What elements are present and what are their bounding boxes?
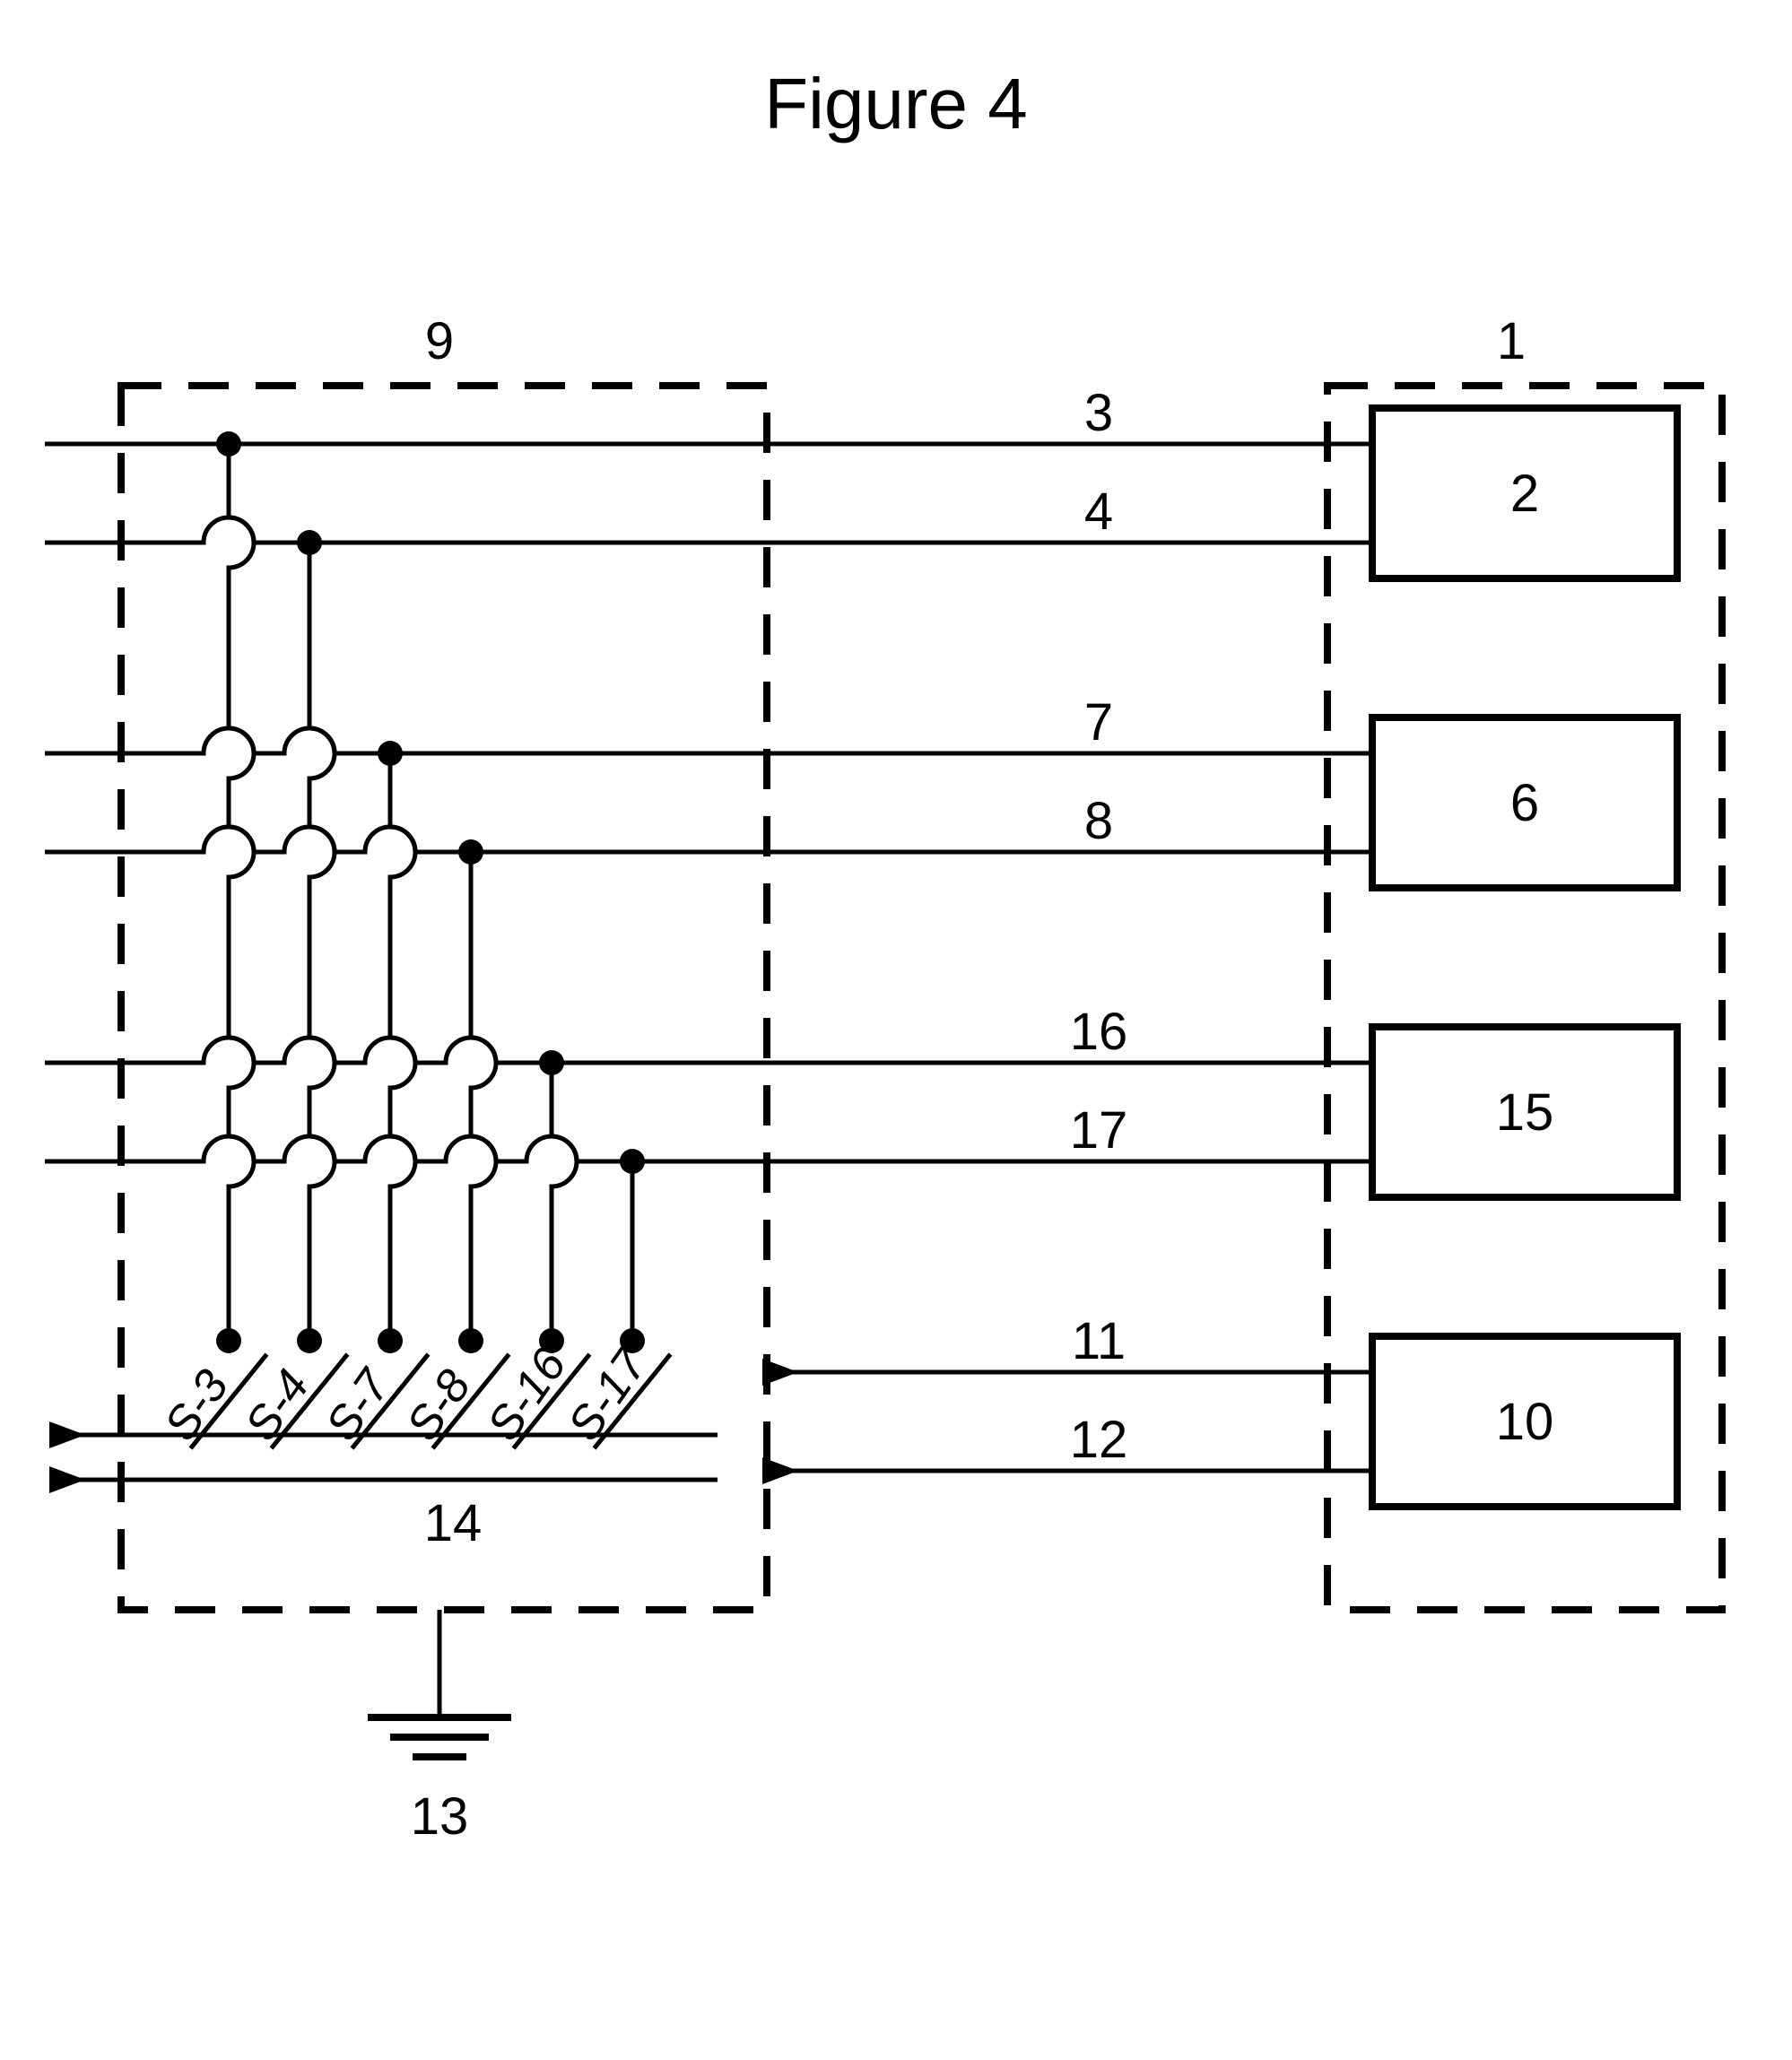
circuit-diagram: 9126151034781617S-3S-4S-7S-8S-16S-171411…	[0, 269, 1792, 2060]
block-label: 15	[1496, 1083, 1554, 1142]
wire-label: 7	[1084, 693, 1113, 752]
vertical-drop	[552, 1063, 577, 1341]
vertical-drop	[309, 543, 335, 1341]
bus-label: 14	[424, 1494, 483, 1552]
switch-top-dot	[458, 1328, 483, 1353]
signal-label: 12	[1070, 1411, 1128, 1469]
block-label: 6	[1510, 774, 1539, 832]
wire-label: 4	[1084, 482, 1113, 541]
signal-label: 11	[1072, 1312, 1126, 1370]
wire-label: 17	[1070, 1101, 1128, 1160]
wire-label: 16	[1070, 1003, 1128, 1061]
wire-label: 3	[1084, 384, 1113, 442]
wire-7	[45, 728, 1372, 753]
vertical-drop	[471, 852, 496, 1341]
wire-8	[45, 827, 1372, 852]
wire-4	[45, 517, 1372, 543]
box-label: 1	[1497, 312, 1526, 370]
vertical-drop	[229, 444, 254, 1341]
block-label: 2	[1510, 465, 1539, 523]
figure-title: Figure 4	[0, 63, 1792, 145]
switch-top-dot	[216, 1328, 241, 1353]
box-label: 9	[425, 312, 454, 370]
wire-label: 8	[1084, 792, 1113, 850]
wire-17	[45, 1136, 1372, 1161]
switch-top-dot	[378, 1328, 403, 1353]
ground-label: 13	[411, 1787, 469, 1846]
switch-top-dot	[297, 1328, 322, 1353]
figure-page: Figure 4 9126151034781617S-3S-4S-7S-8S-1…	[0, 0, 1792, 2060]
wire-16	[45, 1038, 1372, 1063]
block-label: 10	[1496, 1393, 1554, 1451]
